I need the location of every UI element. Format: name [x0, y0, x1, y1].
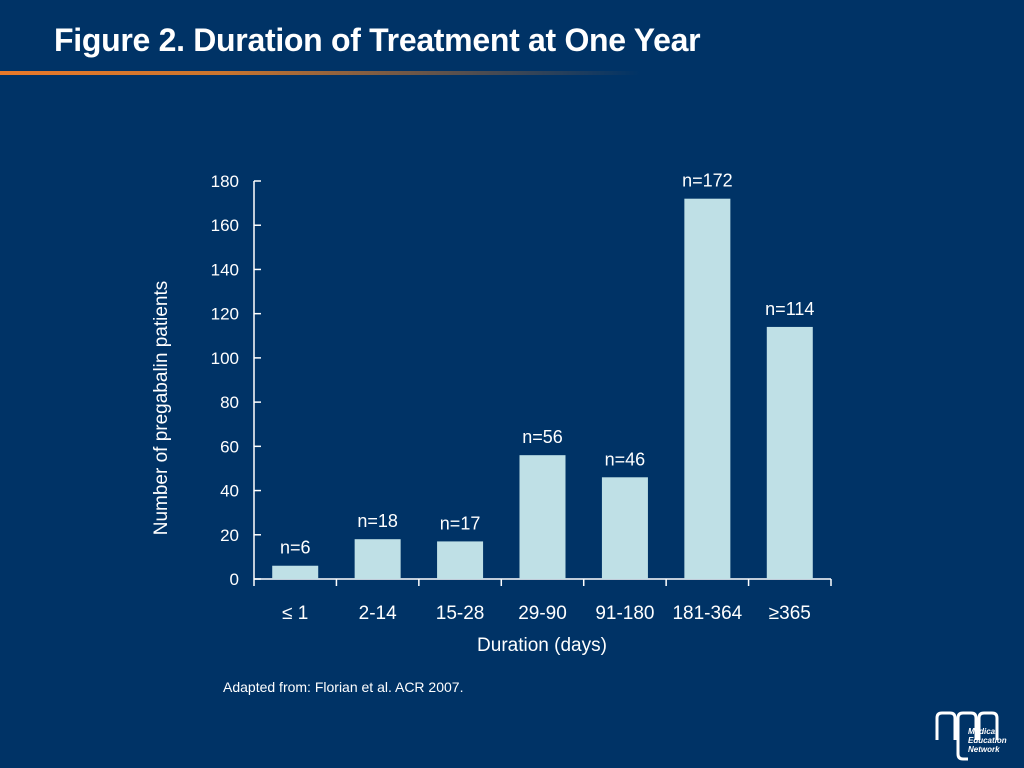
slide-title: Figure 2. Duration of Treatment at One Y…	[54, 22, 701, 58]
data-label: n=17	[440, 513, 481, 533]
data-label: n=56	[522, 427, 563, 447]
bar	[272, 565, 319, 579]
x-tick-label: 2-14	[359, 603, 397, 624]
logo-wordmark: Medical Education Network	[968, 727, 1007, 754]
y-tick-label: 160	[211, 216, 239, 235]
bar	[437, 541, 484, 579]
y-axis-title: Number of pregabalin patients	[151, 281, 172, 536]
y-tick-label: 180	[211, 172, 239, 191]
data-labels: n=6 n=18 n=17 n=56 n=46 n=172 n=114	[280, 171, 814, 558]
y-axis: 0 20 40 60 80 100 120 140 160 180	[211, 172, 261, 589]
y-tick-label: 40	[220, 482, 239, 501]
bar	[519, 455, 566, 579]
logo-word-3: Network	[968, 745, 1000, 754]
bar	[354, 539, 401, 579]
title-underline	[0, 71, 640, 75]
y-tick-label: 140	[211, 260, 239, 279]
x-axis: ≤ 1 2-14 15-28 29-90 91-180 181-364 ≥365	[253, 578, 832, 624]
x-tick-label: 15-28	[436, 603, 485, 624]
medical-education-network-logo	[935, 711, 999, 761]
y-tick-label: 80	[220, 393, 239, 412]
bar	[684, 198, 731, 579]
y-tick-label: 120	[211, 305, 239, 324]
data-label: n=114	[765, 299, 814, 319]
bar	[601, 477, 648, 579]
data-label: n=172	[682, 171, 733, 191]
x-tick-label: 181-364	[672, 603, 742, 624]
y-tick-label: 100	[211, 349, 239, 368]
y-tick-label: 20	[220, 526, 239, 545]
y-tick-label: 0	[230, 570, 239, 589]
x-tick-label: 91-180	[595, 603, 654, 624]
x-axis-title: Duration (days)	[477, 635, 607, 656]
bars	[272, 198, 813, 579]
logo-word-1: Medical	[968, 727, 998, 736]
x-tick-label: 29-90	[518, 603, 567, 624]
bar	[766, 326, 813, 579]
data-label: n=18	[357, 511, 398, 531]
data-label: n=6	[280, 538, 311, 558]
x-tick-label: ≤ 1	[282, 603, 308, 624]
data-label: n=46	[605, 449, 646, 469]
source-note: Adapted from: Florian et al. ACR 2007.	[223, 679, 464, 695]
y-tick-label: 60	[220, 437, 239, 456]
logo-word-2: Education	[968, 736, 1007, 745]
x-tick-label: ≥365	[769, 603, 811, 624]
